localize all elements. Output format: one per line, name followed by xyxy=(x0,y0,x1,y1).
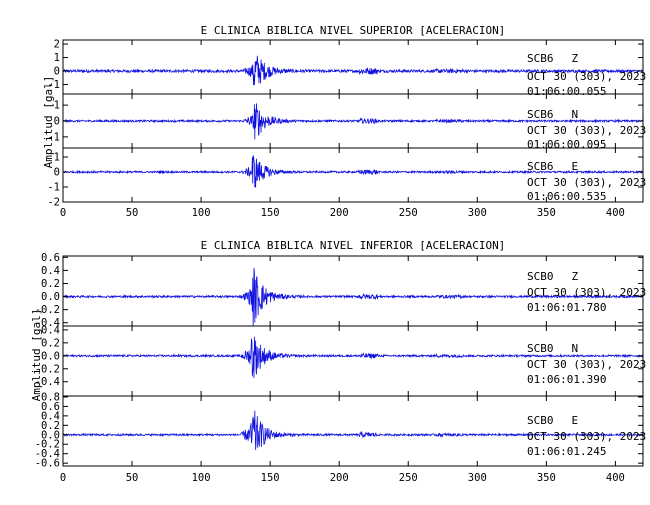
y-tick-label: 0 xyxy=(54,66,60,78)
x-tick-label: 0 xyxy=(60,472,66,484)
waveform-trace-superior-z xyxy=(62,55,644,86)
y-tick-label: 0.4 xyxy=(41,265,60,277)
y-tick-label: 0.0 xyxy=(41,429,60,441)
x-tick-label: 350 xyxy=(537,472,556,484)
y-tick-label: -1 xyxy=(47,79,60,91)
x-tick-label: 300 xyxy=(468,472,487,484)
y-tick-label: 0.0 xyxy=(41,350,60,362)
y-tick-label: 0.2 xyxy=(41,420,60,432)
x-tick-label: 400 xyxy=(606,207,625,219)
x-tick-label: 150 xyxy=(261,207,280,219)
x-tick-label: 150 xyxy=(261,472,280,484)
panel-frame-inferior-e xyxy=(62,395,644,467)
y-tick-label: -0.4 xyxy=(35,317,60,329)
y-tick-label: -0.4 xyxy=(35,448,60,460)
y-tick-label: -0.4 xyxy=(35,376,60,388)
y-tick-label: 0 xyxy=(54,167,60,179)
waveform-trace-inferior-e xyxy=(62,410,644,450)
station-label-scb0-e: SCB0 E xyxy=(527,414,578,427)
y-tick-label: 2 xyxy=(54,39,60,51)
y-tick-label: 1 xyxy=(54,52,60,64)
x-tick-label: 100 xyxy=(192,207,211,219)
y-tick-label: 0.4 xyxy=(41,324,60,336)
y-tick-label: 1 xyxy=(54,152,60,164)
date-label-scb0-z: OCT 30 (303), 2023 xyxy=(527,286,646,299)
waveform-trace-inferior-z xyxy=(62,267,644,326)
station-label-scb6-e: SCB6 E xyxy=(527,160,578,173)
date-label-scb6-n: OCT 30 (303), 2023 xyxy=(527,124,646,137)
y-tick-label: 0.6 xyxy=(41,252,60,264)
chart-title-superior: E CLINICA BIBLICA NIVEL SUPERIOR [ACELER… xyxy=(201,24,506,37)
y-tick-label: -1 xyxy=(47,182,60,194)
station-label-scb0-z: SCB0 Z xyxy=(527,270,579,283)
y-tick-label: 0.0 xyxy=(41,291,60,303)
y-axis-label-superior: Amplitud [gal] xyxy=(42,76,55,169)
x-tick-label: 200 xyxy=(330,207,349,219)
y-tick-label: -2 xyxy=(47,197,60,209)
waveform-trace-inferior-n xyxy=(62,336,644,378)
x-tick-label: 100 xyxy=(192,472,211,484)
y-tick-label: 0.6 xyxy=(41,401,60,413)
x-tick-label: 200 xyxy=(330,472,349,484)
x-tick-label: 50 xyxy=(126,207,139,219)
time-label-scb0-e: 01:06:01.245 xyxy=(527,445,606,458)
date-label-scb0-e: OCT 30 (303), 2023 xyxy=(527,430,646,443)
y-tick-label: -0.2 xyxy=(35,439,60,451)
y-tick-label: 0.2 xyxy=(41,337,60,349)
time-label-scb6-e: 01:06:00.535 xyxy=(527,190,606,203)
station-label-scb6-n: SCB6 N xyxy=(527,108,578,121)
station-label-scb6-z: SCB6 Z xyxy=(527,52,579,65)
time-label-scb6-n: 01:06:00.095 xyxy=(527,138,606,151)
x-tick-label: 300 xyxy=(468,207,487,219)
y-axis-label-inferior: Amplitud [gal] xyxy=(30,309,43,402)
y-tick-label: -0.6 xyxy=(35,458,60,470)
x-tick-label: 400 xyxy=(606,472,625,484)
y-tick-label: 0.4 xyxy=(41,410,60,422)
x-tick-label: 350 xyxy=(537,207,556,219)
x-tick-label: 250 xyxy=(399,472,418,484)
time-label-scb6-z: 01:06:00.055 xyxy=(527,85,606,98)
y-tick-label: -0.2 xyxy=(35,304,60,316)
x-tick-label: 250 xyxy=(399,207,418,219)
waveform-trace-superior-n xyxy=(62,103,644,140)
date-label-scb6-z: OCT 30 (303), 2023 xyxy=(527,70,646,83)
waveform-trace-superior-e xyxy=(62,155,644,188)
y-tick-label: 0 xyxy=(54,116,60,128)
time-label-scb0-n: 01:06:01.390 xyxy=(527,373,606,386)
y-tick-label: -0.2 xyxy=(35,363,60,375)
y-tick-label: 0.8 xyxy=(41,391,60,403)
chart-title-inferior: E CLINICA BIBLICA NIVEL INFERIOR [ACELER… xyxy=(201,239,506,252)
date-label-scb0-n: OCT 30 (303), 2023 xyxy=(527,358,646,371)
time-label-scb0-z: 01:06:01.780 xyxy=(527,301,606,314)
y-tick-label: 1 xyxy=(54,100,60,112)
y-tick-label: 0.2 xyxy=(41,278,60,290)
date-label-scb6-e: OCT 30 (303), 2023 xyxy=(527,176,646,189)
x-tick-label: 0 xyxy=(60,207,66,219)
station-label-scb0-n: SCB0 N xyxy=(527,342,578,355)
x-tick-label: 50 xyxy=(126,472,139,484)
y-tick-label: -1 xyxy=(47,131,60,143)
panel-frame-superior-e xyxy=(62,147,644,203)
